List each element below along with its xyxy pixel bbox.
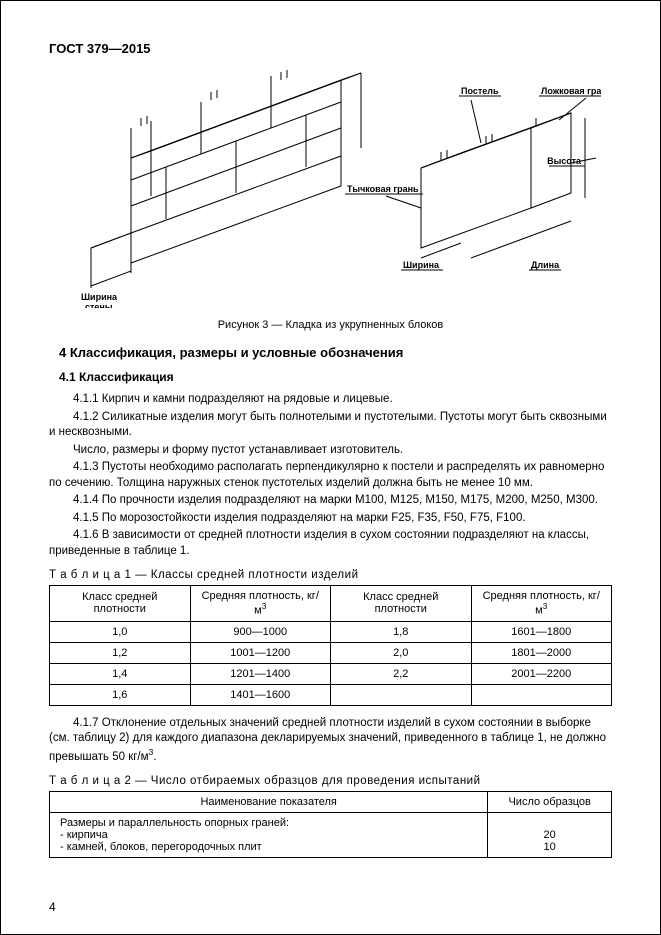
t1-empty-c — [331, 684, 472, 705]
table-1: Класс средней плотности Средняя плотност… — [49, 585, 612, 706]
t1-r4-d: 1601—1800 — [471, 621, 612, 642]
t2-vals: 20 10 — [488, 813, 612, 858]
gost-header: ГОСТ 379—2015 — [49, 41, 612, 56]
t1-r4-c: 1,8 — [331, 621, 472, 642]
para-4-1-7: 4.1.7 Отклонение отдельных значений сред… — [49, 716, 612, 765]
table-2: Наименование показателя Число образцов Р… — [49, 791, 612, 858]
label-dlina: Длина — [531, 260, 560, 270]
t2-col1: Наименование показателя — [50, 792, 488, 813]
t1-r6-c: 2,2 — [331, 663, 472, 684]
table2-caption: Т а б л и ц а 2 — Число отбираемых образ… — [49, 775, 612, 787]
t1-r5-c: 2,0 — [331, 642, 472, 663]
t1-r2-d: 1201—1400 — [190, 663, 331, 684]
label-tychkovaya: Тычковая грань — [347, 184, 419, 194]
label-lozhkovaya: Ложковая грань — [541, 86, 601, 96]
subsection-4-1: 4.1 Классификация — [59, 370, 612, 384]
t1-col4: Средняя плотность, кг/м3 — [471, 586, 612, 622]
label-wall-width: Ширина — [81, 292, 118, 302]
t1-r3-c: 1,6 — [50, 684, 191, 705]
para-4-1-6: 4.1.6 В зависимости от средней плотности… — [49, 528, 612, 559]
label-vysota: Высота — [547, 156, 582, 166]
para-4-1-1: 4.1.1 Кирпич и камни подразделяют на ряд… — [49, 392, 612, 408]
t1-empty-d — [471, 684, 612, 705]
t2-col2: Число образцов — [488, 792, 612, 813]
para-4-1-3: 4.1.3 Пустоты необходимо располагать пер… — [49, 460, 612, 491]
para-4-1-2b: Число, размеры и форму пустот устанавлив… — [49, 443, 612, 459]
t1-col3: Класс средней плотности — [331, 586, 472, 622]
figure-caption: Рисунок 3 — Кладка из укрупненных блоков — [49, 319, 612, 331]
para-4-1-5: 4.1.5 По морозостойкости изделия подразд… — [49, 511, 612, 527]
page-number: 4 — [49, 900, 56, 914]
label-shirina: Ширина — [403, 260, 440, 270]
figure-3: Ширина стены — [49, 68, 612, 311]
label-wall-width-2: стены — [85, 302, 113, 308]
para-4-1-4: 4.1.4 По прочности изделия подразделяют … — [49, 493, 612, 509]
table1-caption: Т а б л и ц а 1 — Классы средней плотнос… — [49, 569, 612, 581]
t2-row1: Размеры и параллельность опорных граней:… — [50, 813, 488, 858]
t1-r3-d: 1401—1600 — [190, 684, 331, 705]
section-4-title: 4 Классификация, размеры и условные обоз… — [59, 345, 612, 360]
t1-r1-d: 1001—1200 — [190, 642, 331, 663]
para-4-1-2: 4.1.2 Силикатные изделия могут быть полн… — [49, 410, 612, 441]
t1-r1-c: 1,2 — [50, 642, 191, 663]
t1-col1: Класс средней плотности — [50, 586, 191, 622]
t1-r2-c: 1,4 — [50, 663, 191, 684]
t1-r0-d: 900—1000 — [190, 621, 331, 642]
t1-r6-d: 2001—2200 — [471, 663, 612, 684]
t1-col2: Средняя плотность, кг/м3 — [190, 586, 331, 622]
label-postel: Постель — [461, 86, 499, 96]
t1-r0-c: 1,0 — [50, 621, 191, 642]
t1-r5-d: 1801—2000 — [471, 642, 612, 663]
